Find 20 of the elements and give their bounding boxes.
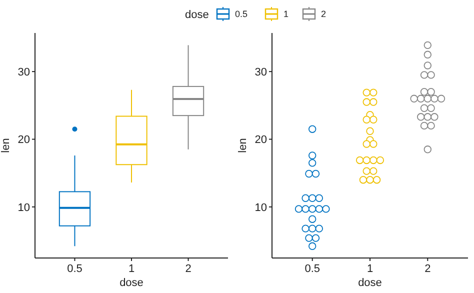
legend-label: 0.5 (235, 9, 248, 20)
y-axis-title: len (237, 138, 249, 153)
x-tick-label: 2 (424, 263, 431, 275)
y-tick-label: 30 (18, 66, 30, 78)
y-tick-label: 20 (254, 134, 267, 146)
x-axis-title: dose (120, 277, 144, 289)
y-tick-label: 30 (254, 66, 267, 78)
x-tick-label: 1 (128, 263, 135, 275)
y-axis-title: len (0, 138, 12, 153)
x-tick-label: 2 (185, 263, 192, 275)
y-tick-label: 10 (18, 202, 30, 214)
legend-title: dose (185, 8, 209, 21)
y-tick-label: 10 (254, 202, 267, 214)
legend-label: 1 (284, 9, 289, 20)
x-tick-label: 1 (366, 263, 374, 275)
y-tick-label: 20 (18, 134, 30, 146)
legend-label: 2 (321, 9, 326, 20)
x-tick-label: 0.5 (304, 263, 320, 275)
x-axis-title: dose (358, 277, 382, 289)
x-tick-label: 0.5 (67, 263, 82, 275)
